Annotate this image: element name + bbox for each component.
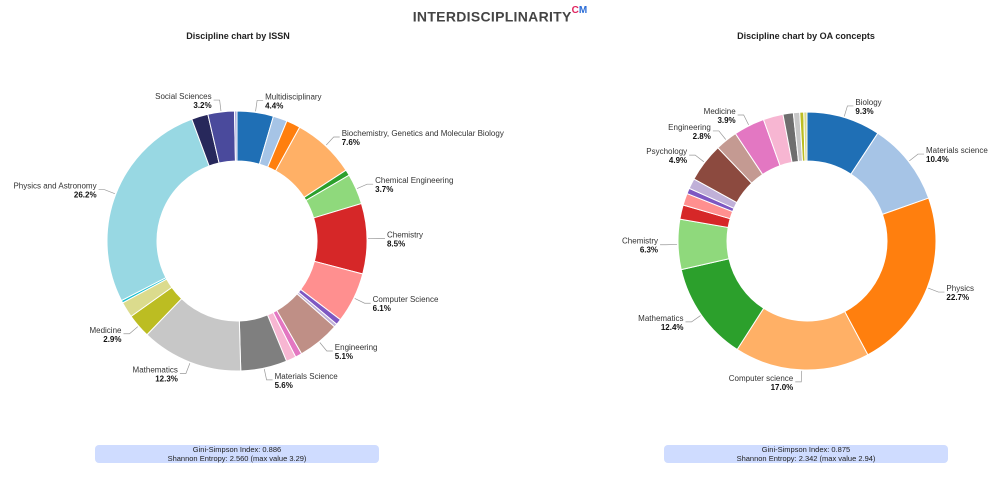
slice-percentage: 3.2% bbox=[193, 101, 211, 110]
slice-percentage: 6.3% bbox=[640, 246, 658, 255]
label-leader-line bbox=[263, 369, 273, 381]
brand-logo-mark: CM bbox=[571, 5, 588, 16]
slice-unlabeled-21[interactable] bbox=[233, 110, 238, 162]
slice-percentage: 2.8% bbox=[693, 132, 711, 141]
slice-label: Chemistry bbox=[622, 237, 658, 246]
chart-title: Discipline chart by ISSN bbox=[186, 31, 290, 41]
shannon-entropy: Shannon Entropy: 2.342 (max value 2.94) bbox=[736, 453, 876, 463]
slice-percentage: 4.9% bbox=[669, 156, 687, 165]
slice-label: Multidisciplinary bbox=[265, 92, 321, 101]
slice-percentage: 8.5% bbox=[387, 239, 405, 248]
slice-label: Mathematics bbox=[638, 314, 683, 323]
label-leader-line bbox=[325, 136, 340, 146]
label-leader-line bbox=[909, 153, 925, 162]
slice-label: Mathematics bbox=[133, 365, 178, 374]
slice-physics-and-astronomy[interactable] bbox=[106, 118, 210, 302]
slice-percentage: 3.7% bbox=[375, 185, 393, 194]
issn-discipline-chart: Discipline chart by ISSN Multidisciplina… bbox=[13, 31, 503, 390]
label-leader-line bbox=[179, 363, 191, 374]
slice-label: Materials Science bbox=[275, 372, 339, 381]
label-leader-line bbox=[843, 105, 854, 117]
slice-percentage: 2.9% bbox=[103, 335, 121, 344]
oa-concepts-discipline-chart: Discipline chart by OA concepts Biology9… bbox=[622, 31, 988, 392]
brand-title: INTERDISCIPLINARITY bbox=[412, 8, 572, 25]
diversity-index-box-oa: Gini-Simpson Index: 0.875 Shannon Entrop… bbox=[664, 445, 948, 463]
slice-percentage: 7.6% bbox=[342, 138, 360, 147]
shannon-entropy: Shannon Entropy: 2.560 (max value 3.29) bbox=[167, 453, 307, 463]
chart-title: Discipline chart by OA concepts bbox=[737, 31, 875, 41]
slices-group bbox=[677, 111, 937, 371]
slice-label: Medicine bbox=[704, 107, 737, 116]
slice-percentage: 4.4% bbox=[265, 101, 283, 110]
slice-label: Psychology bbox=[646, 147, 687, 156]
slice-label: Computer science bbox=[729, 374, 794, 383]
slice-percentage: 10.4% bbox=[926, 155, 949, 164]
slice-percentage: 9.3% bbox=[855, 107, 873, 116]
slice-label: Engineering bbox=[668, 123, 711, 132]
slice-label: Computer Science bbox=[373, 295, 439, 304]
app-brand: INTERDISCIPLINARITYCM bbox=[0, 5, 1000, 26]
slice-percentage: 12.3% bbox=[155, 374, 178, 383]
slice-label: Biology bbox=[855, 98, 881, 107]
slice-label: Biochemistry, Genetics and Molecular Bio… bbox=[342, 129, 504, 138]
slice-label: Social Sciences bbox=[155, 92, 211, 101]
slice-label: Materials science bbox=[926, 146, 988, 155]
diversity-index-box-issn: Gini-Simpson Index: 0.886 Shannon Entrop… bbox=[95, 445, 379, 463]
slice-unlabeled-17[interactable] bbox=[803, 111, 808, 162]
label-leader-line bbox=[255, 100, 264, 112]
slice-percentage: 12.4% bbox=[661, 323, 684, 332]
label-leader-line bbox=[123, 326, 139, 335]
slice-percentage: 6.1% bbox=[373, 304, 391, 313]
label-leader-line bbox=[712, 130, 727, 140]
label-leader-line bbox=[354, 298, 371, 304]
slice-label: Medicine bbox=[89, 326, 122, 335]
label-leader-line bbox=[737, 114, 749, 126]
label-leader-line bbox=[98, 189, 115, 194]
slice-label: Chemistry bbox=[387, 230, 423, 239]
label-leader-line bbox=[356, 183, 374, 189]
label-leader-line bbox=[319, 342, 333, 352]
slice-percentage: 22.7% bbox=[946, 293, 969, 302]
slice-label: Physics and Astronomy bbox=[13, 182, 96, 191]
slice-percentage: 17.0% bbox=[771, 383, 794, 392]
slices-group bbox=[106, 110, 368, 372]
slice-percentage: 5.1% bbox=[335, 352, 353, 361]
slice-label: Physics bbox=[946, 284, 974, 293]
slice-label: Chemical Engineering bbox=[375, 176, 453, 185]
slice-percentage: 26.2% bbox=[74, 191, 97, 200]
label-leader-line bbox=[685, 315, 701, 323]
slice-physics[interactable] bbox=[844, 197, 937, 356]
slice-percentage: 3.9% bbox=[717, 116, 735, 125]
slice-label: Engineering bbox=[335, 343, 378, 352]
label-leader-line bbox=[795, 370, 803, 383]
label-leader-line bbox=[689, 154, 705, 163]
label-leader-line bbox=[928, 287, 945, 293]
label-leader-line bbox=[213, 99, 222, 112]
gini-simpson-index: Gini-Simpson Index: 0.875 bbox=[761, 445, 851, 454]
slice-percentage: 5.6% bbox=[275, 381, 293, 390]
gini-simpson-index: Gini-Simpson Index: 0.886 bbox=[192, 445, 282, 454]
